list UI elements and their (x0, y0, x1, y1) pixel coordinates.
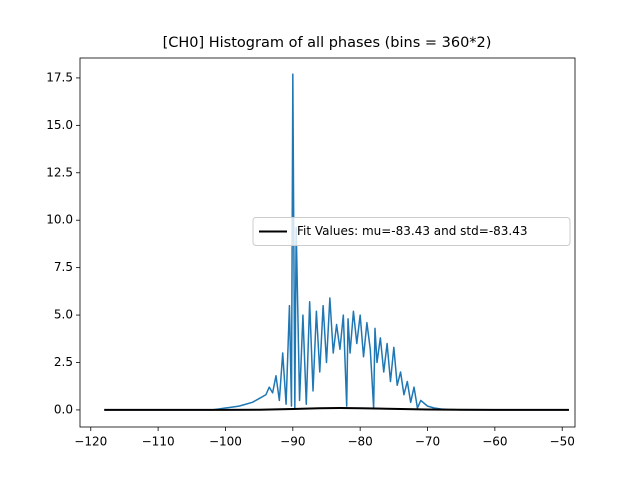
y-tick-label: 12.5 (46, 165, 73, 179)
chart-title: [CH0] Histogram of all phases (bins = 36… (163, 35, 492, 51)
x-tick-label: −110 (142, 435, 175, 449)
series-line (104, 73, 569, 411)
legend-box (252, 217, 571, 246)
x-tick-label: −80 (347, 435, 372, 449)
y-tick-label: 2.5 (54, 355, 73, 369)
y-tick-label: 5.0 (54, 308, 73, 322)
x-tick-label: −60 (482, 435, 507, 449)
y-tick-label: 0.0 (54, 402, 73, 416)
x-tick-label: −70 (415, 435, 440, 449)
y-tick-label: 17.5 (46, 70, 73, 84)
legend-label: Fit Values: mu=-83.43 and std=-83.43 (297, 224, 528, 238)
y-tick-label: 15.0 (46, 118, 73, 132)
y-tick-label: 7.5 (54, 260, 73, 274)
plot-frame (79, 57, 576, 428)
x-tick-label: −100 (209, 435, 242, 449)
x-tick-label: −50 (550, 435, 575, 449)
series-line (104, 407, 569, 411)
x-tick-label: −120 (74, 435, 107, 449)
y-tick-label: 10.0 (46, 213, 73, 227)
x-tick-label: −90 (280, 435, 305, 449)
